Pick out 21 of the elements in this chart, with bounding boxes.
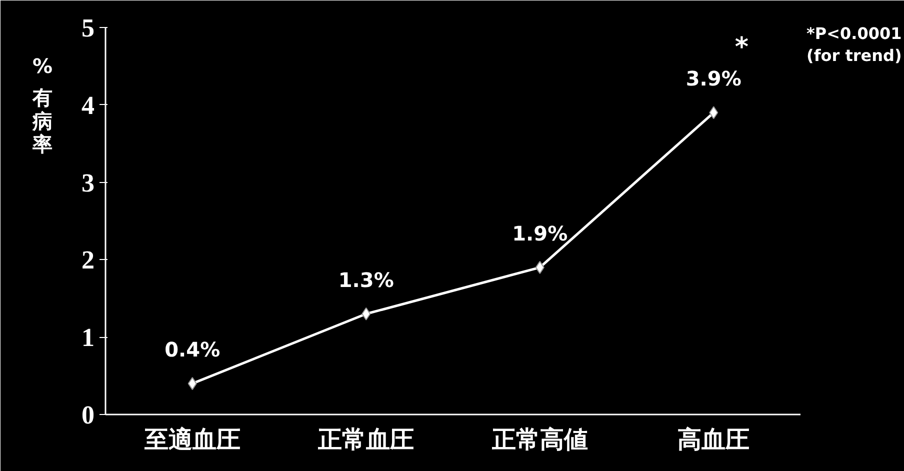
data-label: 1.3%	[338, 268, 394, 292]
y-tick-label: 2	[82, 246, 94, 275]
text: *P<0.0001 (for trend)	[806, 24, 902, 65]
point	[188, 377, 197, 390]
y-tick-label: 4	[82, 90, 94, 120]
data-label: 0.4%	[164, 338, 220, 362]
x-tick-label: 至適血圧	[143, 426, 240, 454]
point	[362, 307, 371, 320]
y-tick-label: 3	[82, 168, 94, 198]
x-tick-label: 正常血圧	[317, 426, 414, 454]
data-label: 1.9%	[512, 221, 568, 246]
data-label: 3.9%	[686, 66, 742, 91]
point	[535, 260, 544, 274]
y-tick-label: 0	[82, 400, 94, 430]
x-tick-label: 高血圧	[678, 426, 750, 454]
y-axis-title: % 有病率	[32, 54, 53, 156]
annotation: *	[734, 32, 749, 63]
x-tick-label: 正常高値	[490, 426, 588, 454]
y-tick-label: 1	[82, 323, 94, 352]
point	[709, 106, 718, 120]
y-tick-label: 5	[82, 14, 94, 42]
